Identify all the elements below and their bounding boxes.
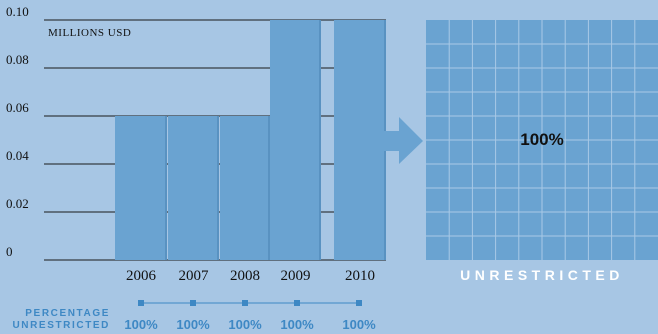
percentage-value: 100% bbox=[176, 317, 210, 332]
y-tick-label: 0.04 bbox=[6, 148, 29, 163]
percentage-value: 100% bbox=[228, 317, 262, 332]
percentage-track: 100% 100% 100% 100% 100% bbox=[124, 300, 376, 332]
bar-shadow bbox=[319, 20, 321, 260]
percentage-label-line1: PERCENTAGE bbox=[25, 308, 110, 319]
bar bbox=[220, 116, 270, 260]
y-tick-label: 0 bbox=[6, 244, 13, 259]
percentage-value: 100% bbox=[342, 317, 376, 332]
x-category-label: 2006 bbox=[126, 268, 157, 284]
percentage-value: 100% bbox=[280, 317, 314, 332]
x-category-label: 2010 bbox=[345, 268, 375, 284]
unrestricted-grid-value: 100% bbox=[520, 130, 563, 149]
y-tick-label: 0.02 bbox=[6, 196, 29, 211]
x-category-label: 2009 bbox=[281, 268, 311, 284]
y-axis-unit-label: MILLIONS USD bbox=[48, 27, 131, 39]
bar bbox=[168, 116, 219, 260]
unrestricted-grid-caption: UNRESTRICTED bbox=[460, 267, 624, 283]
x-category-label: 2008 bbox=[230, 268, 260, 284]
y-axis-ticks: 0 0.02 0.04 0.06 0.08 0.10 bbox=[6, 4, 29, 259]
percentage-label-line2: UNRESTRICTED bbox=[12, 320, 110, 331]
arrow-icon bbox=[372, 117, 423, 164]
percentage-marker bbox=[138, 300, 144, 306]
bar-shadow bbox=[268, 116, 270, 260]
percentage-marker bbox=[294, 300, 300, 306]
bar bbox=[270, 20, 321, 260]
percentage-marker bbox=[190, 300, 196, 306]
x-category-label: 2007 bbox=[179, 268, 210, 284]
y-tick-label: 0.08 bbox=[6, 52, 29, 67]
bar-shadow bbox=[217, 116, 219, 260]
bar bbox=[115, 116, 167, 260]
percentage-marker bbox=[356, 300, 362, 306]
percentage-value: 100% bbox=[124, 317, 158, 332]
percentage-marker bbox=[242, 300, 248, 306]
unrestricted-grid bbox=[426, 20, 658, 260]
y-tick-label: 0.10 bbox=[6, 4, 29, 19]
x-axis-labels: 2006 2007 2008 2009 2010 bbox=[126, 268, 375, 284]
bars bbox=[115, 20, 386, 260]
y-tick-label: 0.06 bbox=[6, 100, 29, 115]
bar-shadow bbox=[165, 116, 167, 260]
